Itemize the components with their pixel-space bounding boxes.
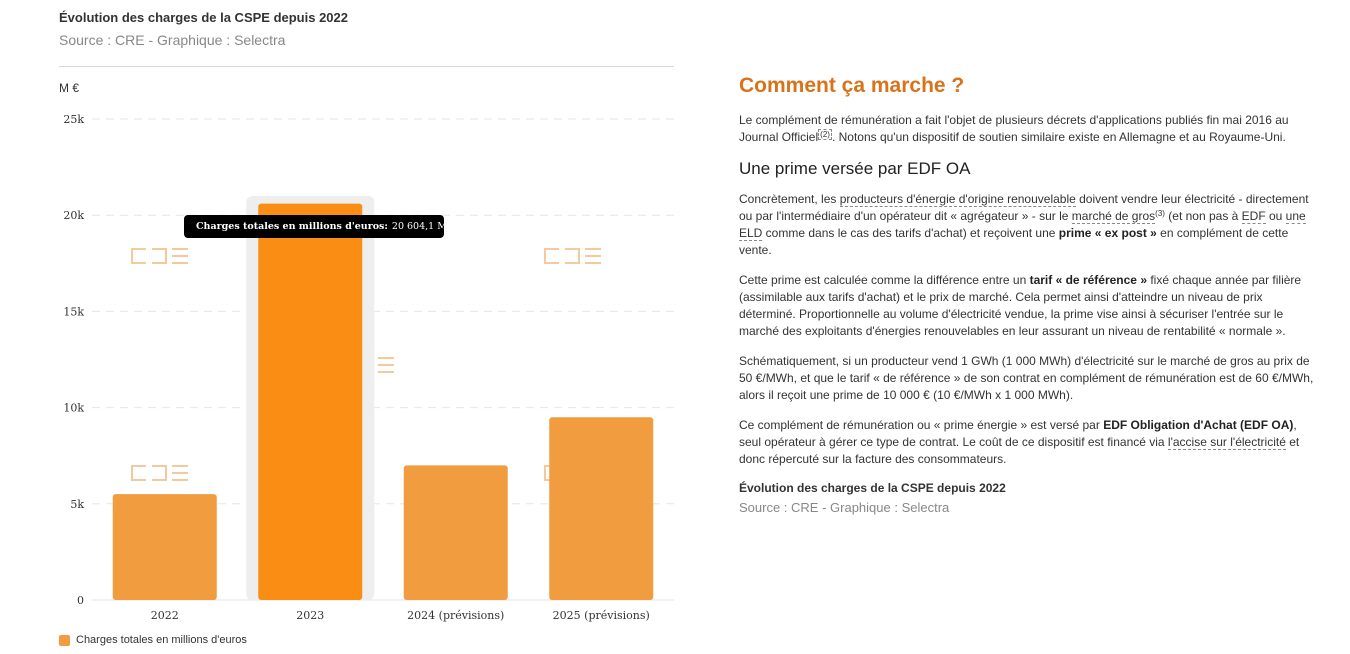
text: doivent vendre leur électricité - direct… (739, 192, 1309, 223)
chart-tooltip: Charges totales en millions d'euros: 20 … (184, 215, 456, 238)
bar-2025[interactable] (549, 417, 654, 600)
x-tick-label: 2022 (151, 609, 179, 622)
text: ou (1265, 209, 1286, 223)
embedded-chart-source: Source : CRE - Graphique : Selectra (739, 500, 950, 515)
bar-chart[interactable]: 0 5k 10k 15k 20k 25k 2022 2023 2024 (prévisions… (0, 0, 700, 654)
y-tick-label: 15k (63, 305, 84, 318)
watermark-logo-icon (544, 248, 601, 264)
link-edf[interactable]: EDF (1241, 209, 1266, 224)
y-tick-label: 20k (63, 209, 84, 222)
x-tick-label: 2025 (prévisions) (553, 609, 650, 622)
text: Le complément de rémunération a fait l'o… (739, 113, 1289, 144)
chart-legend[interactable]: Charges totales en millions d'euros (59, 634, 247, 646)
x-tick-label: 2024 (prévisions) (407, 609, 504, 622)
bar-2022[interactable] (112, 494, 217, 600)
bold-text: prime « ex post » (1058, 226, 1157, 240)
link-marche-de-gros[interactable]: marché de gros (1071, 209, 1156, 224)
paragraph-intro: Le complément de rémunération a fait l'o… (739, 112, 1314, 146)
text: fixé chaque année par filière (assimilab… (739, 273, 1302, 338)
watermark-logo-icon (131, 248, 188, 264)
chart-title: Évolution des charges de la CSPE depuis … (59, 10, 348, 25)
text: . Notons qu'un dispositif de soutien sim… (831, 130, 1286, 144)
bold-text: EDF Obligation d'Achat (EDF OA) (1103, 418, 1294, 432)
text: Ce complément de rémunération ou « prime… (739, 418, 1104, 432)
text: en complément de cette vente. (739, 226, 1289, 257)
link-accise[interactable]: l'accise sur l'électricité (1167, 435, 1286, 450)
text: et donc répercuté sur la facture des con… (739, 435, 1300, 466)
text: Cette prime est calculée comme la différ… (739, 273, 1030, 287)
tooltip-label: Charges totales en millions d'euros: (196, 221, 388, 232)
legend-label[interactable]: Charges totales en millions d'euros (76, 634, 247, 646)
y-axis-unit: M € (59, 81, 80, 95)
legend-swatch-icon (59, 634, 70, 646)
text: Concrètement, les (739, 192, 840, 206)
x-axis-ticks: 2022 2023 2024 (prévisions) 2025 (prévision… (151, 609, 650, 622)
bold-text: tarif « de référence » (1029, 273, 1147, 287)
chart-panel: Évolution des charges de la CSPE depuis … (0, 0, 700, 654)
bar-2024[interactable] (403, 465, 508, 600)
text: , seul opérateur à gérer ce type de cont… (739, 418, 1297, 449)
watermark-logo-icon (131, 465, 188, 481)
embedded-chart-title: Évolution des charges de la CSPE depuis … (739, 481, 1006, 495)
bars[interactable] (112, 203, 654, 600)
article: Comment ça marche ? Le complément de rém… (739, 74, 1314, 515)
paragraph-calcul: Cette prime est calculée comme la différ… (739, 272, 1314, 340)
watermark-logo-icon (378, 357, 394, 373)
y-tick-label: 0 (77, 594, 84, 607)
section-heading: Comment ça marche ? (739, 74, 965, 97)
y-tick-label: 10k (63, 402, 84, 415)
chart-source: Source : CRE - Graphique : Selectra (59, 32, 286, 48)
y-axis-ticks: 0 5k 10k 15k 20k 25k (63, 113, 84, 607)
y-tick-label: 5k (70, 498, 84, 511)
paragraph-prime: Concrètement, les producteurs d'énergie … (739, 191, 1314, 259)
divider (59, 66, 674, 67)
footnote-link-3[interactable]: (3) (1155, 209, 1165, 218)
bar-2023[interactable] (258, 203, 363, 600)
paragraph-edf-oa: Ce complément de rémunération ou « prime… (739, 417, 1314, 468)
y-tick-label: 25k (63, 113, 84, 126)
x-tick-label: 2023 (296, 609, 324, 622)
footnote-link-2[interactable]: (2) (818, 129, 832, 140)
link-producteurs[interactable]: producteurs d'énergie d'origine renouvel… (839, 192, 1076, 207)
subheading: Une prime versée par EDF OA (739, 159, 971, 178)
paragraph-exemple: Schématiquement, si un producteur vend 1… (739, 354, 1314, 402)
text: (et non pas à (1164, 209, 1242, 223)
link-eld[interactable]: une ELD (739, 209, 1306, 241)
text: comme dans le cas des tarifs d'achat) et… (762, 226, 1059, 240)
tooltip-value: 20 604,1 M € (391, 221, 457, 232)
